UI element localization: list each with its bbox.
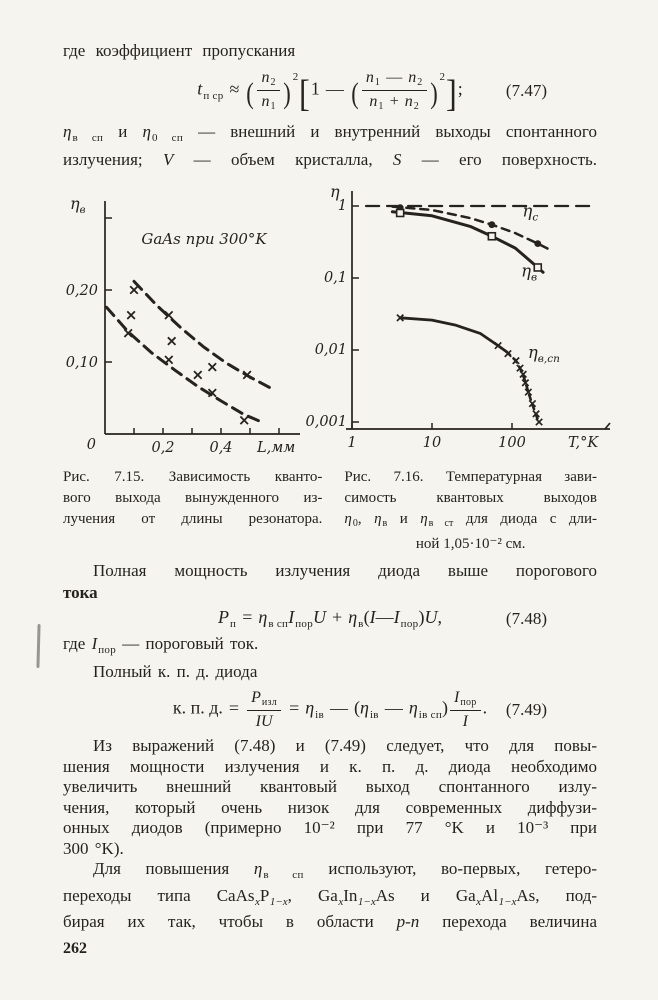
svg-text:0,001: 0,001 xyxy=(305,414,347,430)
svg-text:ηc: ηc xyxy=(522,201,538,223)
scan-artifact-mark xyxy=(36,623,41,669)
minus-sign: — xyxy=(384,697,403,718)
close-paren: ) xyxy=(283,76,291,110)
svg-text:10: 10 xyxy=(423,435,441,451)
caption-line-with-symbols: η0, ηв и ηв ст для диода с дли- xyxy=(344,511,598,529)
svg-text:0,20: 0,20 xyxy=(66,283,98,299)
svg-text:L,мм: L,мм xyxy=(256,440,295,456)
svg-text:0,1: 0,1 xyxy=(324,270,347,286)
equals-sign: = xyxy=(242,607,253,627)
open-paren: ( xyxy=(246,76,255,110)
svg-text:1: 1 xyxy=(338,198,347,214)
equation-7-47: tп ср ≈(n2 n1) 2[1—(n1— n2 n1 + n2) 2]; (7.47) xyxy=(63,68,597,113)
eq747-var: t xyxy=(197,78,203,99)
svg-text:0,01: 0,01 xyxy=(315,342,347,358)
paragraph-hetero-line1: Для повышения ηв сп используют, во-первы… xyxy=(93,859,597,882)
page-number: 262 xyxy=(63,939,87,957)
eq747-var-sub: п ср xyxy=(203,89,224,102)
intro-lead: где коэффициент пропускания xyxy=(63,41,296,60)
close-paren: ) xyxy=(429,76,438,110)
open-bracket: [ xyxy=(299,72,310,115)
svg-text:ηв: ηв xyxy=(70,194,86,216)
svg-text:0: 0 xyxy=(87,437,96,453)
fraction-ipor-i: Iпор I xyxy=(450,688,481,731)
svg-text:T,°K: T,°K xyxy=(568,435,599,451)
paragraph-power-line2: тока xyxy=(63,583,98,602)
captions-row: Рис. 7.15. Зависимость кванто- вого выхо… xyxy=(63,467,597,555)
equation-7-48: Pп = ηв спIпорU + ηв(I—Iпор)U, (7.48) xyxy=(218,607,547,630)
fraction-p-iu: Pизл IU xyxy=(247,688,282,731)
svg-text:1: 1 xyxy=(347,435,356,451)
equation-7-47-body: tп ср ≈(n2 n1) 2[1—(n1— n2 n1 + n2) 2]; xyxy=(197,68,463,115)
svg-text:0,4: 0,4 xyxy=(209,440,232,456)
open-paren: ( xyxy=(351,76,359,110)
svg-text:ηв,сп: ηв,сп xyxy=(528,343,560,365)
svg-text:0,2: 0,2 xyxy=(151,440,174,456)
equation-number: (7.49) xyxy=(505,699,547,719)
figure-7-15-chart: 0,2 0,4 0,10 0,20 0 L,мм ηв GaAs при 300°K xyxy=(66,194,300,456)
figure-7-16-caption: Рис. 7.16. Температурная зави- симость к… xyxy=(344,469,598,552)
svg-text:η: η xyxy=(330,182,340,201)
paragraph-power-line1: Полная мощность излучения диода выше пор… xyxy=(93,561,597,580)
kpd-lead-line: Полный к. п. д. диода xyxy=(93,662,258,681)
svg-text:100: 100 xyxy=(498,435,526,451)
paragraph-spontaneous-line2: излучения; V — объем кристалла, S — его … xyxy=(63,150,597,169)
equation-7-49: к. п. д. = Pизл IU = ηiв — (ηiв — ηiв сп) Iпор I. (… xyxy=(172,688,547,731)
equals-sign: = xyxy=(289,697,300,718)
where-threshold-line: где Iпор — пороговый ток. xyxy=(63,634,259,656)
paragraph-hetero-line2: переходы типа CaAsxP1−x, GaxIn1−xAs и Ga… xyxy=(63,885,598,908)
svg-text:0,10: 0,10 xyxy=(66,355,98,371)
fraction-n2-n1: n2 n1 xyxy=(257,68,280,113)
figures-row: 0,2 0,4 0,10 0,20 0 L,мм ηв GaAs при 300°K 1 10 1… xyxy=(0,171,658,459)
equation-number: (7.47) xyxy=(505,80,547,100)
paragraph-hetero-line3: бирая их так, чтобы в области p-n перехо… xyxy=(63,912,597,932)
close-bracket: ] xyxy=(445,72,457,115)
equation-number: (7.48) xyxy=(505,608,547,628)
equals-sign: = xyxy=(228,697,240,718)
plus-sign: + xyxy=(332,607,343,627)
minus-sign: — xyxy=(330,697,349,718)
paragraph-spontaneous-line1: ηв сп и η0 сп — внешний и внутренний вых… xyxy=(63,122,597,144)
svg-text:GaAs при 300°K: GaAs при 300°K xyxy=(141,230,267,248)
approx-sign: ≈ xyxy=(229,78,240,99)
minus-sign: — xyxy=(325,78,344,99)
paragraph-conclusion-line1: Из выражений (7.48) и (7.49) следует, чт… xyxy=(93,736,597,756)
fraction-n1-n2: n1— n2 n1 + n2 xyxy=(361,68,427,113)
figure-7-15-caption: Рис. 7.15. Зависимость кванто- вого выхо… xyxy=(63,469,323,527)
